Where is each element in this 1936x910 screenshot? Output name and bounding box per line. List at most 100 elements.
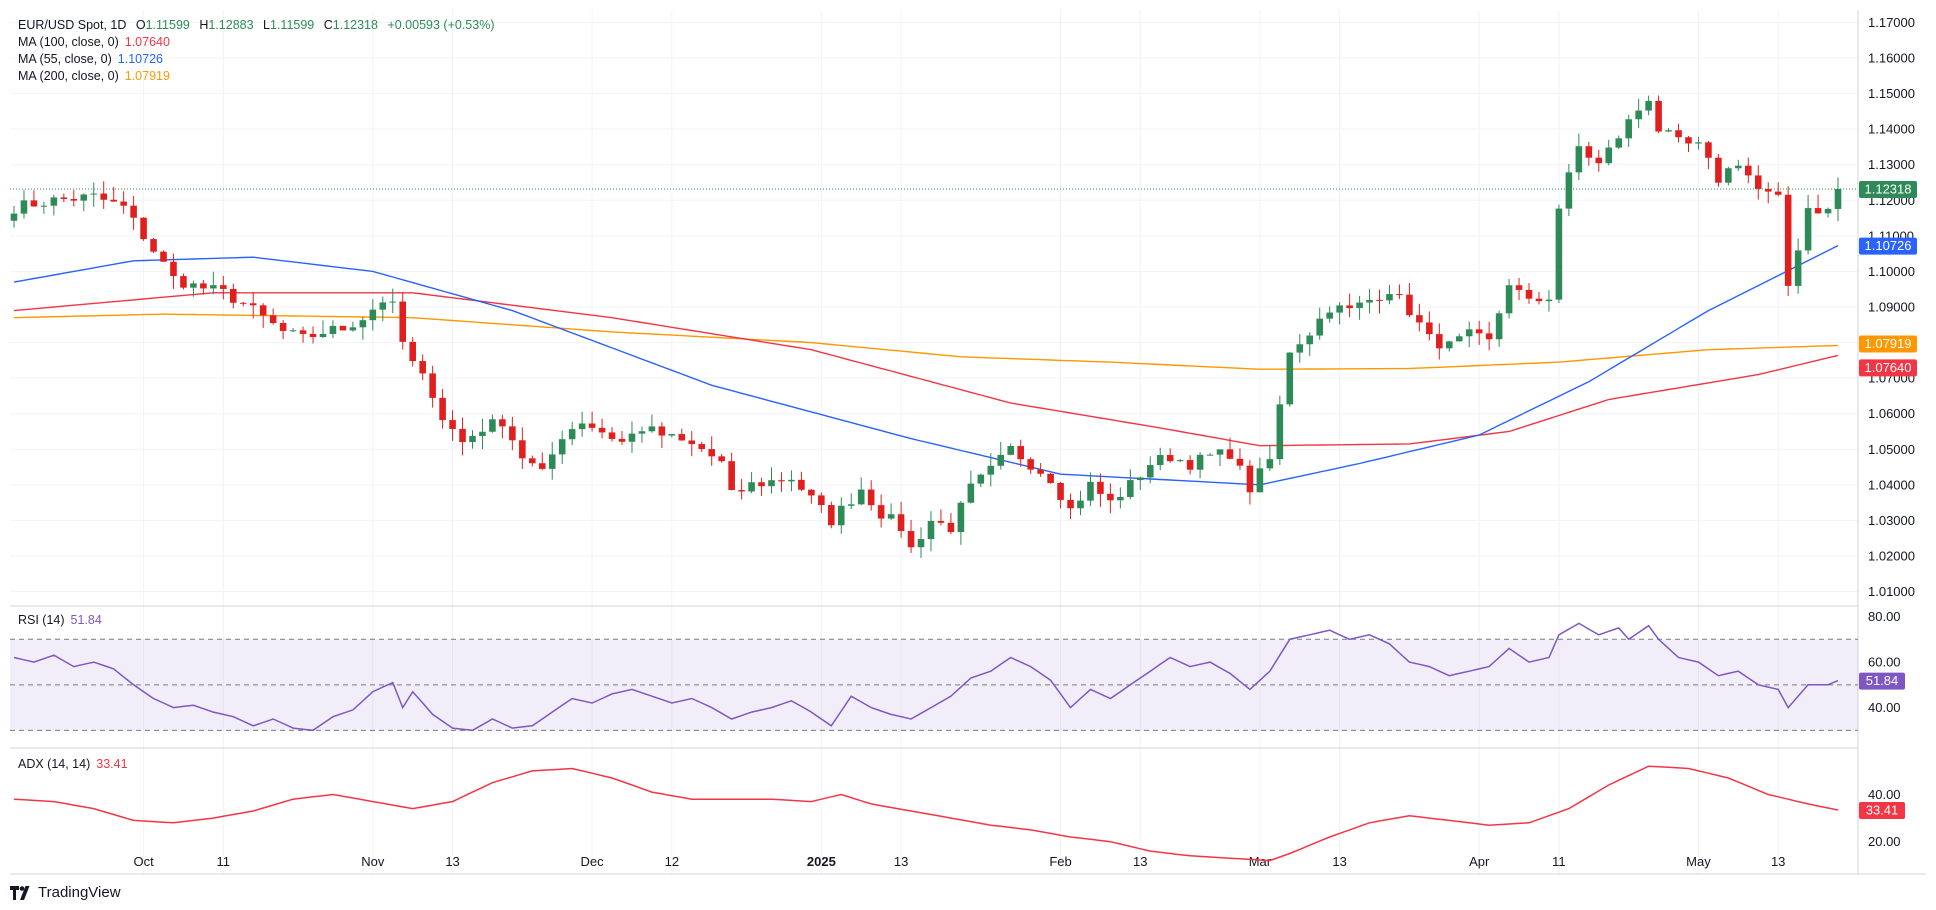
candle-down: [618, 438, 626, 442]
time-tick-label: Oct: [133, 854, 154, 869]
rsi-tick-label: 40.00: [1868, 700, 1901, 715]
candle-down: [399, 301, 407, 342]
ma55-value: 1.10726: [117, 52, 163, 66]
candle-down: [1416, 315, 1423, 323]
candle-up: [469, 436, 476, 443]
candle-down: [269, 315, 277, 323]
candle-down: [538, 463, 546, 469]
candle-up: [319, 333, 327, 338]
candle-up: [50, 197, 58, 206]
candle-up: [20, 200, 28, 214]
candle-up: [1206, 454, 1214, 456]
candle-up: [1635, 110, 1642, 120]
candle-down: [658, 426, 666, 436]
candle-down: [598, 427, 606, 433]
candle-down: [1236, 458, 1244, 466]
candle-down: [828, 505, 835, 526]
time-tick-label: 13: [894, 854, 908, 869]
candle-up: [967, 483, 975, 503]
price-tick-label: 1.04000: [1868, 477, 1915, 492]
low-label: L: [263, 18, 270, 32]
candle-up: [887, 514, 895, 519]
candle-up: [369, 309, 377, 321]
candle-down: [1406, 294, 1413, 316]
candle-up: [1495, 313, 1503, 340]
candle-down: [70, 198, 78, 201]
candle-down: [409, 341, 416, 362]
candle-down: [309, 333, 317, 338]
candle-up: [1146, 465, 1154, 478]
time-tick-label: Mar: [1249, 854, 1272, 869]
candle-down: [1396, 294, 1403, 296]
candle-down: [220, 285, 227, 289]
candle-down: [798, 479, 805, 490]
candle-up: [1605, 147, 1613, 164]
price-tick-label: 1.13000: [1868, 157, 1915, 172]
candle-down: [1186, 460, 1194, 470]
candle-down: [1655, 100, 1662, 132]
candle-up: [389, 301, 397, 303]
candle-down: [778, 480, 785, 482]
time-tick-label: 13: [1771, 854, 1785, 869]
price-tick-label: 1.17000: [1868, 15, 1915, 30]
low-value: 1.11599: [270, 18, 315, 32]
candle-down: [339, 325, 347, 331]
price-badge-label: 1.07640: [1865, 360, 1912, 375]
candle-up: [1465, 329, 1473, 337]
candle-down: [1485, 333, 1493, 340]
candle-up: [1824, 208, 1832, 214]
candle-down: [1774, 191, 1782, 195]
time-tick-label: Nov: [361, 854, 385, 869]
candle-down: [110, 199, 117, 202]
candle-down: [1475, 329, 1483, 334]
ohlc-open: O1.11599: [136, 18, 190, 32]
candle-down: [170, 261, 177, 277]
ma55-line: [13, 244, 1839, 486]
candle-up: [1565, 172, 1573, 209]
tradingview-logo[interactable]: TradingView: [10, 884, 121, 901]
candle-down: [249, 303, 257, 306]
candle-up: [479, 431, 486, 437]
ma200-value: 1.07919: [124, 69, 170, 83]
candle-up: [1645, 100, 1652, 111]
price-tick-label: 1.16000: [1868, 51, 1915, 66]
price-tick-label: 1.06000: [1868, 406, 1915, 421]
candle-down: [1585, 146, 1593, 158]
candle-down: [1525, 289, 1533, 299]
candle-down: [1754, 175, 1762, 189]
price-badge-label: 1.07919: [1865, 336, 1912, 351]
candle-up: [489, 419, 496, 432]
candle-up: [917, 539, 925, 548]
ma200-label: MA (200, close, 0): [18, 69, 119, 83]
candle-up: [748, 482, 755, 492]
time-tick-label: 11: [217, 854, 231, 869]
candle-up: [1007, 446, 1015, 455]
candle-up: [668, 434, 676, 436]
rsi-tick-label: 60.00: [1868, 655, 1901, 670]
price-badge-label: 1.12318: [1865, 181, 1912, 196]
candle-up: [1356, 302, 1363, 309]
price-badge-label: 1.10726: [1865, 238, 1912, 253]
ma100-line: [13, 292, 1839, 447]
rsi-tick-label: 80.00: [1868, 609, 1901, 624]
adx-badge: [1859, 802, 1905, 820]
ma100-value: 1.07640: [124, 35, 170, 49]
candle-up: [1386, 294, 1393, 301]
candle-up: [40, 205, 48, 207]
ohlc-low: L1.11599: [263, 18, 314, 32]
candle-up: [80, 194, 88, 201]
candle-down: [698, 444, 706, 450]
candle-down: [130, 205, 137, 218]
price-tick-label: 1.14000: [1868, 122, 1915, 137]
close-label: C: [323, 18, 333, 32]
candle-down: [239, 302, 247, 304]
price-badge: [1859, 180, 1917, 198]
symbol-title: EUR/USD Spot, 1D: [18, 18, 127, 32]
adx-value: 33.41: [96, 757, 128, 771]
candle-down: [180, 276, 187, 288]
time-tick-label: May: [1686, 854, 1711, 869]
rsi-legend: RSI (14) 51.84: [18, 612, 108, 629]
candle-down: [429, 373, 436, 398]
candle-up: [1665, 130, 1672, 132]
